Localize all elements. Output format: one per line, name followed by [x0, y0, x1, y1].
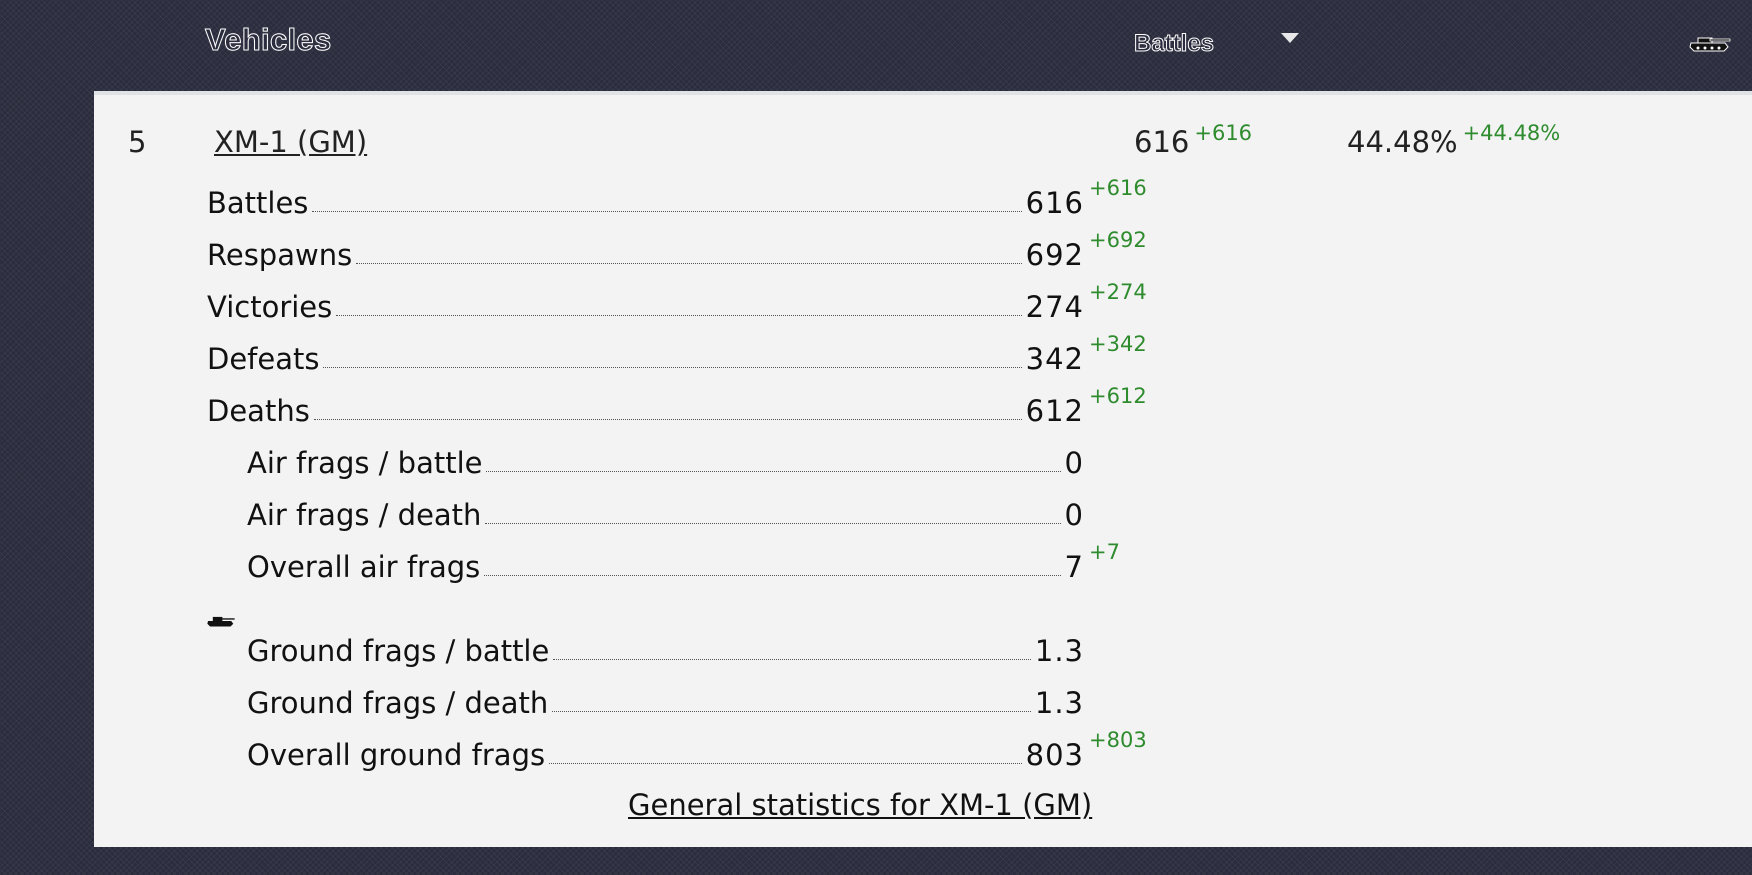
vehicle-battles: 616 +616	[1134, 121, 1252, 159]
dotted-leader	[312, 210, 1022, 212]
stat-value: 616	[1025, 186, 1084, 220]
stat-row-overall-air-frags: Overall air frags 7 +7	[247, 540, 1120, 584]
stat-row-air-frags-death: Air frags / death 0	[247, 490, 1084, 530]
vehicle-winrate-delta: +44.48%	[1462, 121, 1561, 145]
stat-label: Overall ground frags	[247, 738, 546, 772]
stat-label: Ground frags / death	[247, 686, 549, 720]
stat-row-battles: Battles 616 +616	[207, 176, 1147, 220]
stat-label: Respawns	[207, 238, 353, 272]
dotted-leader	[313, 418, 1022, 420]
stat-delta: +803	[1089, 728, 1147, 752]
dotted-leader	[553, 658, 1031, 660]
stat-row-ground-frags-battle: Ground frags / battle 1.3	[247, 626, 1084, 666]
sort-column-battles[interactable]: Battles	[1133, 30, 1215, 58]
vehicle-battles-delta: +616	[1194, 121, 1253, 145]
stat-delta: +274	[1089, 280, 1147, 304]
dotted-leader	[549, 762, 1022, 764]
stat-label: Ground frags / battle	[247, 634, 550, 668]
triangle-down-icon[interactable]	[1281, 33, 1299, 43]
stat-value: 692	[1025, 238, 1084, 272]
dotted-leader	[323, 366, 1022, 368]
stat-row-air-frags-battle: Air frags / battle 0	[247, 438, 1084, 478]
stat-label: Battles	[207, 186, 309, 220]
stat-label: Air frags / battle	[247, 446, 483, 480]
dotted-leader	[356, 262, 1022, 264]
stat-value: 803	[1025, 738, 1084, 772]
vehicle-winrate: 44.48% +44.48%	[1347, 121, 1560, 159]
dotted-leader	[336, 314, 1022, 316]
stat-label: Defeats	[207, 342, 320, 376]
vehicle-stats-panel	[94, 91, 1752, 847]
stat-delta: +7	[1089, 540, 1120, 564]
stat-value: 1.3	[1034, 634, 1084, 668]
stat-delta: +692	[1089, 228, 1147, 252]
stat-value: 274	[1025, 290, 1084, 324]
stat-row-victories: Victories 274 +274	[207, 280, 1147, 324]
stat-delta: +616	[1089, 176, 1147, 200]
general-statistics-link[interactable]: General statistics for XM-1 (GM)	[628, 788, 1093, 822]
vehicle-battles-value: 616	[1134, 125, 1190, 159]
stat-delta: +342	[1089, 332, 1147, 356]
tank-icon	[207, 616, 235, 627]
stat-row-defeats: Defeats 342 +342	[207, 332, 1147, 376]
stat-row-deaths: Deaths 612 +612	[207, 384, 1147, 428]
stat-row-ground-frags-death: Ground frags / death 1.3	[247, 678, 1084, 718]
dotted-leader	[484, 574, 1061, 576]
tank-icon[interactable]	[1688, 32, 1732, 54]
stat-value: 7	[1064, 550, 1084, 584]
stat-value: 0	[1064, 446, 1084, 480]
dotted-leader	[485, 522, 1061, 524]
dotted-leader	[552, 710, 1031, 712]
stat-row-overall-ground-frags: Overall ground frags 803 +803	[247, 728, 1147, 772]
stat-label: Victories	[207, 290, 333, 324]
vehicle-name-link[interactable]: XM-1 (GM)	[214, 125, 368, 159]
stat-delta: +612	[1089, 384, 1147, 408]
stat-label: Air frags / death	[247, 498, 482, 532]
vehicle-winrate-value: 44.48%	[1347, 125, 1458, 159]
stat-value: 612	[1025, 394, 1084, 428]
stat-label: Overall air frags	[247, 550, 481, 584]
dotted-leader	[486, 470, 1061, 472]
vehicle-rank: 5	[128, 125, 147, 159]
header-bar: Vehicles Battles	[0, 0, 1752, 90]
stat-value: 1.3	[1034, 686, 1084, 720]
stat-value: 342	[1025, 342, 1084, 376]
stat-label: Deaths	[207, 394, 310, 428]
page-title: Vehicles	[205, 22, 332, 58]
stat-row-respawns: Respawns 692 +692	[207, 228, 1147, 272]
stat-value: 0	[1064, 498, 1084, 532]
